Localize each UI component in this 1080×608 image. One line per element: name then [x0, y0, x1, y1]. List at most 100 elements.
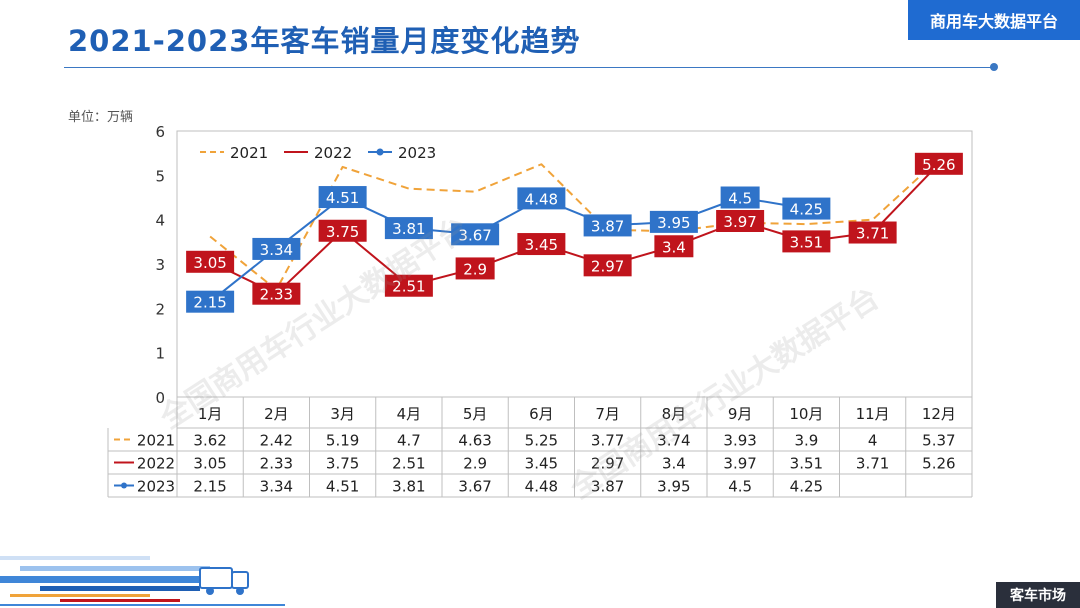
y-tick-label: 0	[155, 389, 165, 407]
table-cell-value: 5.37	[922, 432, 955, 450]
table-series-name: 2022	[137, 455, 175, 473]
x-tick-label: 10月	[789, 405, 823, 423]
y-tick-label: 1	[155, 345, 165, 363]
brand-badge: 商用车大数据平台	[908, 0, 1080, 40]
data-label-box	[583, 214, 632, 237]
data-label: 2.9	[463, 260, 487, 278]
title-divider	[64, 67, 994, 68]
data-label-box	[654, 235, 694, 258]
x-tick-label: 7月	[595, 405, 620, 423]
y-tick-label: 6	[155, 123, 165, 141]
x-tick-label: 8月	[662, 405, 687, 423]
data-label-box	[720, 186, 760, 209]
x-tick-label: 1月	[198, 405, 223, 423]
legend-label: 2023	[398, 144, 436, 162]
data-label: 3.81	[392, 220, 425, 238]
data-label: 3.67	[458, 226, 491, 244]
data-label: 3.51	[790, 233, 823, 251]
table-cell-value: 4.25	[790, 478, 823, 496]
table-cell-value: 3.45	[525, 455, 558, 473]
data-label: 2.97	[591, 257, 624, 275]
data-label-box	[782, 197, 831, 220]
data-label: 3.4	[662, 238, 686, 256]
data-label: 3.97	[723, 213, 756, 231]
table-cell-value: 3.9	[794, 432, 818, 450]
unit-label: 单位：万辆	[68, 110, 134, 125]
table-cell-value: 3.05	[193, 455, 226, 473]
data-label: 3.87	[591, 217, 624, 235]
table-cell-value: 3.74	[657, 432, 690, 450]
series-line-2023	[209, 196, 807, 303]
table-cell-value: 5.25	[525, 432, 558, 450]
table-cell-value: 3.62	[193, 432, 226, 450]
data-label-box	[318, 186, 367, 209]
y-tick-label: 4	[155, 212, 165, 230]
data-label-box	[716, 209, 765, 232]
table-cell-value: 3.93	[723, 432, 756, 450]
table-cell-value: 3.75	[326, 455, 359, 473]
table-cell-value: 4.63	[458, 432, 491, 450]
x-tick-label: 4月	[397, 405, 422, 423]
x-tick-label: 2月	[264, 405, 289, 423]
table-cell-value: 3.77	[591, 432, 624, 450]
page-title: 2021-2023年客车销量月度变化趋势	[68, 24, 581, 58]
table-series-name: 2021	[137, 432, 175, 450]
data-label: 2.15	[193, 294, 226, 312]
x-tick-label: 9月	[728, 405, 753, 423]
table-cell-value: 2.33	[260, 455, 293, 473]
table-cell-value: 2.42	[260, 432, 293, 450]
data-label: 4.5	[728, 190, 752, 208]
table-cell-value: 3.71	[856, 455, 889, 473]
footer-tag: 客车市场	[996, 582, 1080, 608]
data-label-box	[252, 237, 301, 260]
table-legend-marker	[121, 482, 127, 489]
data-label-box	[186, 290, 235, 313]
data-label: 3.95	[657, 214, 690, 232]
data-label-box	[384, 217, 433, 240]
data-label: 3.05	[193, 254, 226, 272]
data-label-box	[517, 187, 566, 210]
table-cell-value: 2.97	[591, 455, 624, 473]
y-tick-label: 2	[155, 300, 165, 318]
y-tick-label: 3	[155, 256, 165, 274]
data-label: 3.45	[525, 236, 558, 254]
truck-decoration-icon	[0, 556, 285, 606]
x-tick-label: 5月	[463, 405, 488, 423]
data-label: 3.75	[326, 223, 359, 241]
table-cell-value: 5.26	[922, 455, 955, 473]
data-label-box	[252, 282, 301, 305]
data-label: 2.51	[392, 278, 425, 296]
x-tick-label: 3月	[330, 405, 355, 423]
data-label-box	[782, 230, 831, 253]
data-label: 2.33	[260, 286, 293, 304]
legend-marker	[376, 148, 384, 156]
data-label-box	[583, 254, 632, 277]
table-cell-value: 3.34	[260, 478, 293, 496]
x-tick-label: 6月	[529, 405, 554, 423]
table-cell-value: 4.7	[397, 432, 421, 450]
table-cell-value: 4.5	[728, 478, 752, 496]
data-label: 4.51	[326, 189, 359, 207]
data-label-box	[649, 210, 698, 233]
table-cell-value: 2.51	[392, 455, 425, 473]
data-label: 3.71	[856, 225, 889, 243]
data-label: 4.25	[790, 201, 823, 219]
data-label: 4.48	[525, 190, 558, 208]
legend-label: 2021	[230, 144, 268, 162]
data-label-box	[451, 223, 500, 246]
table-cell-value: 3.67	[458, 478, 491, 496]
data-label-box	[384, 274, 433, 297]
y-tick-label: 5	[155, 167, 165, 185]
data-label-box	[455, 257, 495, 280]
table-cell-value: 3.97	[723, 455, 756, 473]
data-label: 3.34	[260, 241, 293, 259]
data-label: 5.26	[922, 156, 955, 174]
x-tick-label: 12月	[922, 405, 956, 423]
table-cell-value: 3.4	[662, 455, 686, 473]
table-cell-value: 3.87	[591, 478, 624, 496]
table-cell-value: 2.15	[193, 478, 226, 496]
data-label-box	[848, 221, 897, 244]
table-cell-value: 4.48	[525, 478, 558, 496]
table-cell-value: 2.9	[463, 455, 487, 473]
